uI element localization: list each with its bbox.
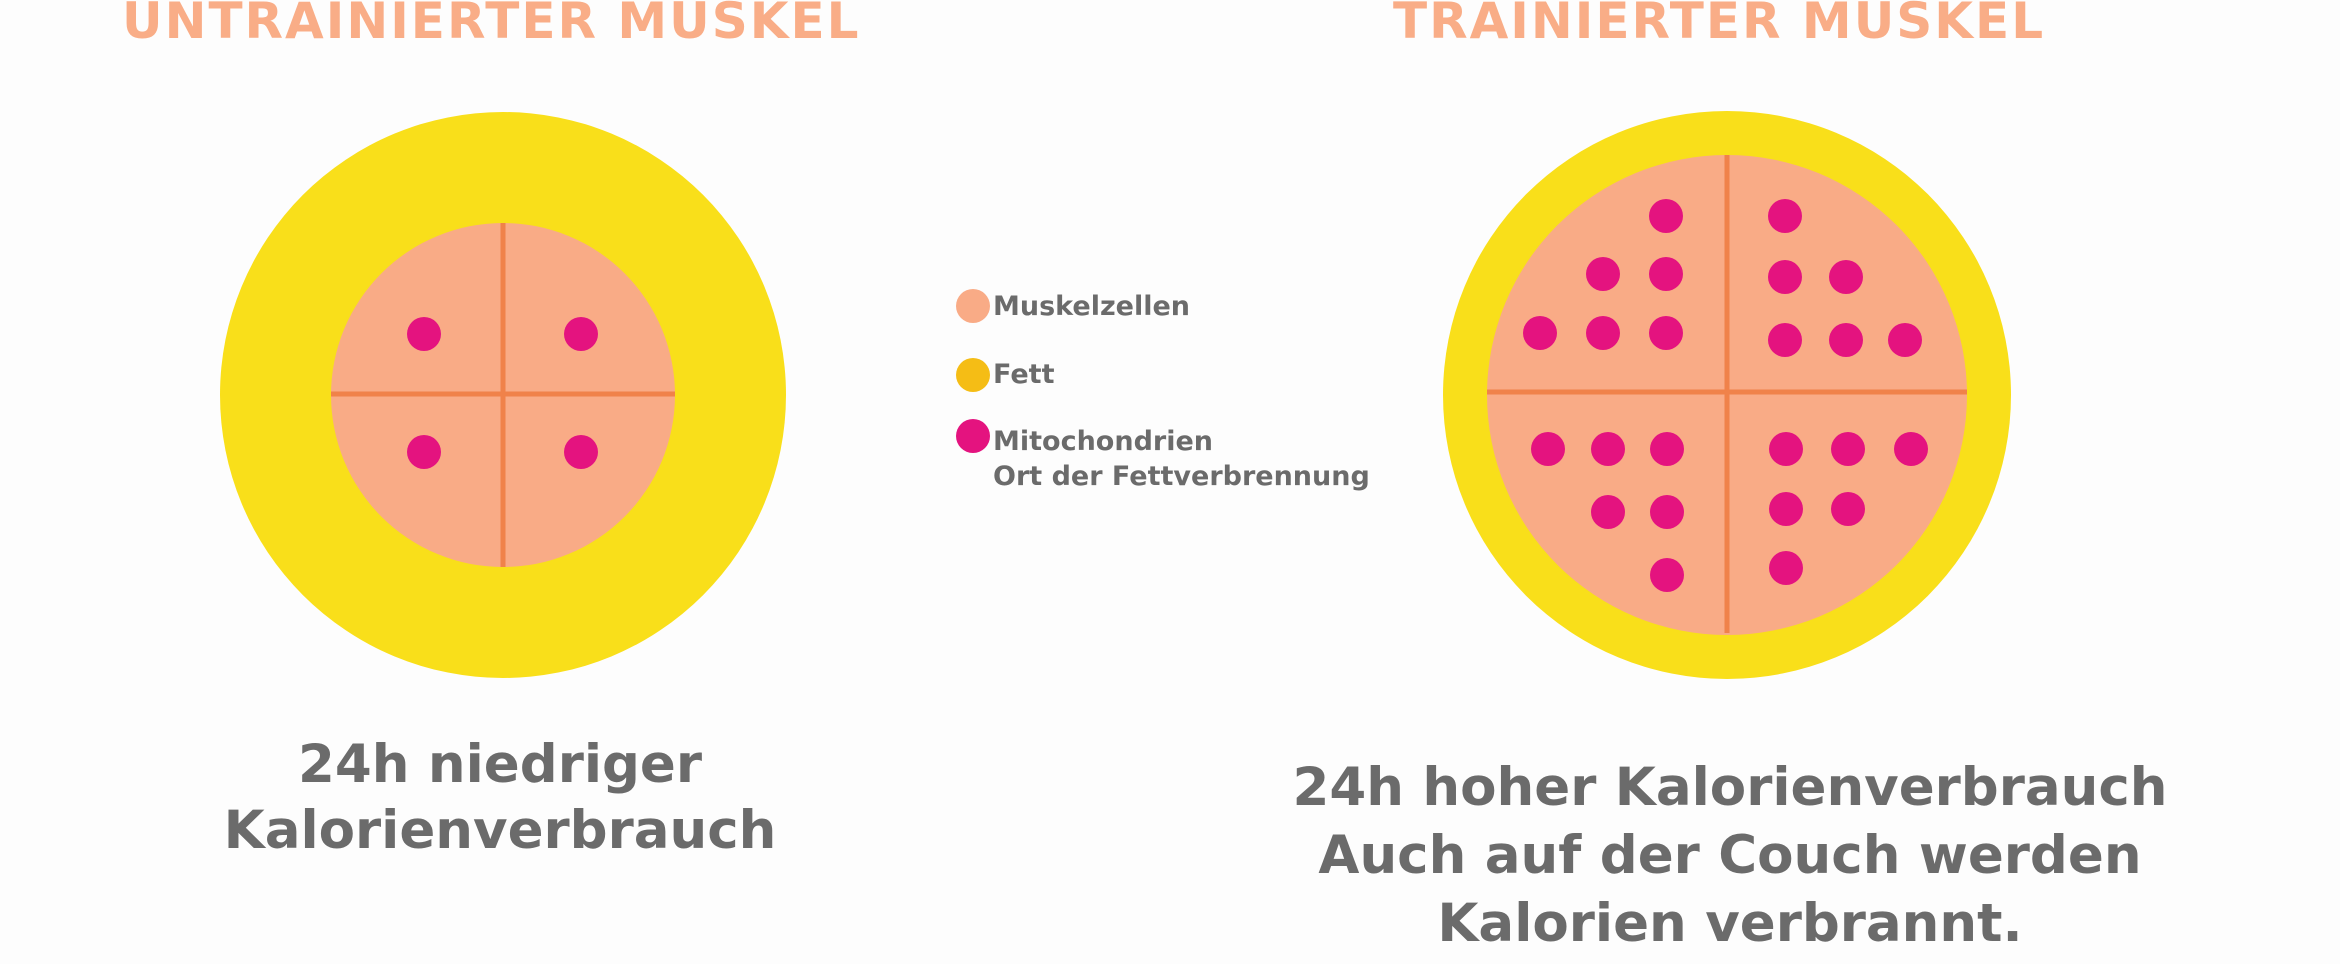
mitochondrion xyxy=(1831,492,1865,526)
mitochondrion xyxy=(1591,495,1625,529)
mitochondrion xyxy=(1649,316,1683,350)
caption-line: 24h hoher Kalorienverbrauch xyxy=(1292,757,2168,818)
mitochondrion xyxy=(1591,432,1625,466)
mitochondrion xyxy=(1531,432,1565,466)
mitochondria-group xyxy=(407,317,598,469)
caption-untrained: 24h niedriger Kalorienverbrauch xyxy=(200,732,800,864)
mitochondrion xyxy=(1768,260,1802,294)
mitochondrion xyxy=(1649,257,1683,291)
mitochondrion xyxy=(1650,495,1684,529)
mitochondrion xyxy=(1769,551,1803,585)
mitochondrion xyxy=(564,317,598,351)
caption-line: 24h niedriger xyxy=(297,734,703,795)
mitochondrion xyxy=(1831,432,1865,466)
mitochondrion xyxy=(1829,323,1863,357)
mitochondrion xyxy=(1650,432,1684,466)
legend-fat-label: Fett xyxy=(993,359,1055,390)
mitochondrion xyxy=(1650,558,1684,592)
mitochondrion xyxy=(564,435,598,469)
caption-line: Kalorien verbrannt. xyxy=(1437,893,2023,954)
mitochondrion xyxy=(1586,257,1620,291)
mitochondrion xyxy=(407,317,441,351)
legend-mitochondria-label: Mitochondrien xyxy=(993,426,1214,457)
caption-line: Kalorienverbrauch xyxy=(223,800,777,861)
mitochondrion xyxy=(407,435,441,469)
mitochondria-group xyxy=(1523,199,1928,592)
mitochondrion xyxy=(1888,323,1922,357)
untrained-muscle xyxy=(220,112,786,678)
legend-mitochondria-note: Ort der Fettverbrennung xyxy=(993,461,1370,492)
mitochondrion xyxy=(1768,199,1802,233)
trained-muscle xyxy=(1443,111,2011,679)
legend-fat-swatch xyxy=(956,358,990,392)
legend-muscle-label: Muskelzellen xyxy=(993,291,1191,322)
mitochondrion xyxy=(1586,316,1620,350)
title-trained: TRAINIERTER MUSKEL xyxy=(1393,0,2046,50)
mitochondrion xyxy=(1769,432,1803,466)
mitochondrion xyxy=(1769,492,1803,526)
mitochondrion xyxy=(1894,432,1928,466)
legend-mitochondria-swatch xyxy=(956,419,990,453)
mitochondrion xyxy=(1523,316,1557,350)
caption-trained: 24h hoher Kalorienverbrauch Auch auf der… xyxy=(1260,754,2200,958)
legend-muscle-swatch xyxy=(956,289,990,323)
legend-swatches xyxy=(956,289,990,453)
mitochondrion xyxy=(1768,323,1802,357)
mitochondrion xyxy=(1829,260,1863,294)
caption-line: Auch auf der Couch werden xyxy=(1318,825,2142,886)
mitochondrion xyxy=(1649,199,1683,233)
title-untrained: UNTRAINIERTER MUSKEL xyxy=(122,0,861,50)
